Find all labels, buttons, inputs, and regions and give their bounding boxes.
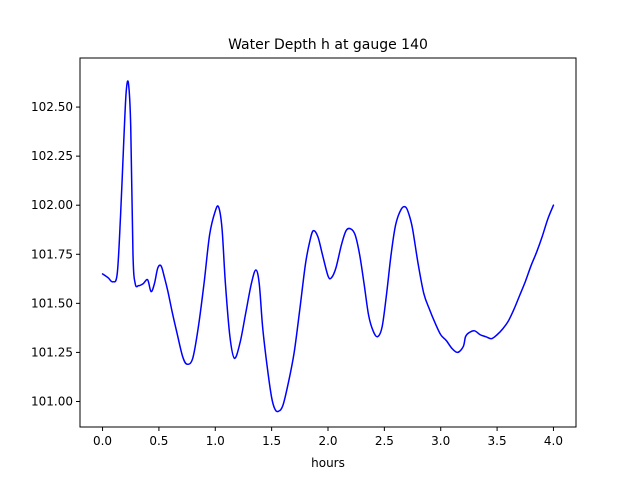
y-tick-label: 101.50 [31, 296, 73, 310]
x-tick-label: 3.5 [488, 434, 507, 448]
y-tick-label: 101.25 [31, 345, 73, 359]
x-tick-label: 0.5 [149, 434, 168, 448]
x-axis-label: hours [311, 456, 345, 470]
x-axis: 0.0 0.5 1.0 1.5 2.0 2.5 3.0 3.5 4.0 [93, 427, 563, 448]
x-tick-label: 0.0 [93, 434, 112, 448]
x-tick-label: 4.0 [544, 434, 563, 448]
y-tick-label: 101.75 [31, 247, 73, 261]
y-tick-label: 102.00 [31, 198, 73, 212]
x-tick-label: 1.0 [206, 434, 225, 448]
y-tick-label: 101.00 [31, 394, 73, 408]
x-tick-label: 1.5 [262, 434, 281, 448]
y-tick-label: 102.25 [31, 149, 73, 163]
x-tick-label: 2.0 [318, 434, 337, 448]
y-axis: 101.00 101.25 101.50 101.75 102.00 102.25 102.… [31, 100, 80, 408]
x-tick-label: 2.5 [375, 434, 394, 448]
x-tick-label: 3.0 [431, 434, 450, 448]
series-line [101, 80, 555, 413]
plot-area [101, 80, 555, 413]
chart-title: Water Depth h at gauge 140 [228, 37, 428, 53]
y-tick-label: 102.50 [31, 100, 73, 114]
